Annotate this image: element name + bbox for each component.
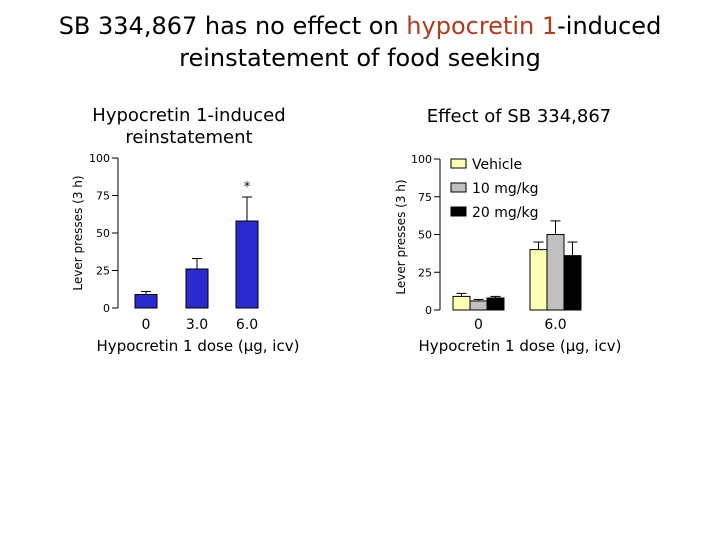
chart2-bar (452, 295, 471, 311)
chart2-legend-swatch (450, 206, 467, 217)
chart1-x-axis-label: Hypocretin 1 dose (µg, icv) (97, 337, 300, 355)
slide-title-line-1: SB 334,867 has no effect on hypocretin 1… (0, 10, 720, 42)
chart1-y-tick-label: 25 (96, 265, 110, 278)
chart1-y-tick-label: 75 (96, 190, 110, 203)
chart2-bar (546, 234, 565, 311)
chart2-x-tick-label: 6.0 (544, 317, 566, 333)
chart2-bar (563, 255, 582, 311)
chart2-legend-label: 10 mg/kg (472, 181, 539, 197)
chart2-legend-swatch (450, 182, 467, 193)
chart2-bar (469, 300, 488, 311)
chart2-x-axis-label: Hypocretin 1 dose (µg, icv) (419, 337, 622, 355)
title-part-2: -induced (557, 12, 662, 40)
slide-title-line-2: reinstatement of food seeking (179, 44, 541, 72)
chart1-x-tick-label: 6.0 (236, 317, 258, 333)
chart2-title: Effect of SB 334,867 (427, 106, 612, 127)
chart2-legend-swatch (450, 158, 467, 169)
chart1-y-tick-label: 50 (96, 227, 110, 240)
chart2-bar (486, 297, 505, 311)
chart1-bar (235, 220, 259, 309)
chart1-title-line: Hypocretin 1-induced (92, 105, 285, 126)
slide-title: SB 334,867 has no effect on hypocretin 1… (0, 10, 720, 74)
chart2-bar (529, 249, 548, 311)
chart1-significance-marker: * (244, 180, 251, 195)
chart1-bar (185, 268, 209, 309)
chart1-y-tick-label: 0 (103, 302, 110, 315)
chart2-y-tick-label: 100 (411, 153, 432, 166)
chart1-y-tick-label: 100 (89, 152, 110, 165)
chart1-title-line: reinstatement (125, 127, 252, 148)
chart1-y-axis-label: Lever presses (3 h) (71, 175, 85, 290)
chart1-x-tick-label: 3.0 (186, 317, 208, 333)
chart1-x-tick-label: 0 (142, 317, 151, 333)
title-highlight: hypocretin 1 (406, 12, 558, 40)
chart2-y-tick-label: 50 (418, 229, 432, 242)
chart2-y-axis-label: Lever presses (3 h) (394, 179, 408, 294)
title-part-1: SB 334,867 has no effect on (58, 12, 407, 40)
chart2-y-tick-label: 25 (418, 266, 432, 279)
chart1-bar (134, 294, 158, 309)
chart2-y-tick-label: 0 (425, 304, 432, 317)
chart2-legend-label: 20 mg/kg (472, 205, 539, 221)
chart2-legend-label: Vehicle (472, 157, 522, 173)
chart2-x-tick-label: 0 (474, 317, 483, 333)
chart2-y-tick-label: 75 (418, 191, 432, 204)
